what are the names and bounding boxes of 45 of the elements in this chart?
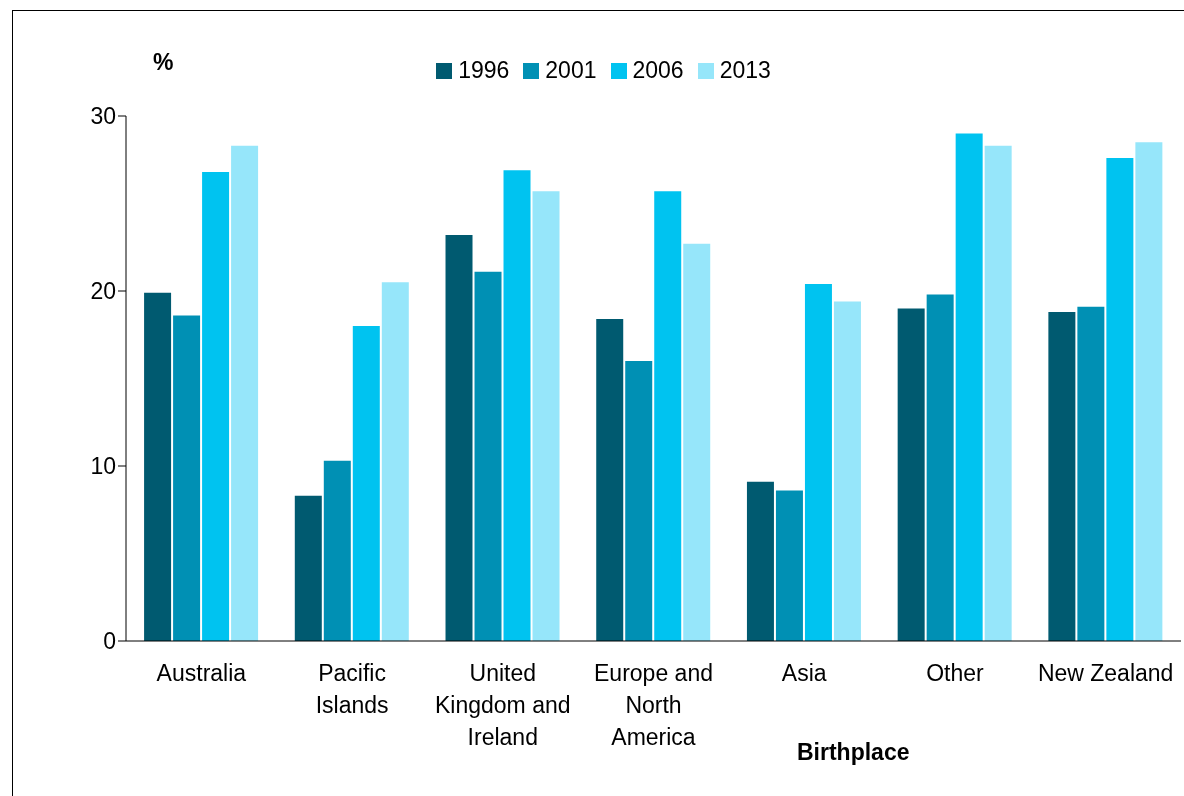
bar [381, 282, 409, 641]
bar [503, 170, 531, 641]
bar [625, 361, 653, 641]
bar [173, 315, 201, 641]
legend-label: 2013 [719, 57, 771, 84]
bar [654, 191, 682, 641]
x-tick-label: Asia [781, 660, 827, 686]
bar [746, 481, 774, 641]
bar [984, 145, 1012, 641]
bar [1135, 142, 1163, 641]
x-axis-title: Birthplace [797, 739, 910, 766]
bar [833, 301, 861, 641]
bar [202, 172, 230, 641]
bar [775, 490, 803, 641]
y-axis-title: % [153, 49, 174, 76]
y-tick-label: 30 [90, 103, 116, 130]
bar [804, 284, 832, 641]
x-tick-label: Europe and North America [594, 660, 713, 750]
y-tick-label: 10 [90, 453, 116, 480]
y-tick-label: 0 [103, 628, 116, 655]
bar [144, 292, 172, 641]
bar [474, 271, 502, 641]
legend-label: 1996 [458, 57, 510, 84]
bar [926, 294, 954, 641]
bar [532, 191, 560, 641]
y-tick-label: 20 [90, 278, 116, 305]
bar [955, 133, 983, 641]
bar [1106, 158, 1134, 641]
bar [294, 495, 322, 641]
x-tick-label: Other [926, 660, 985, 686]
bar [445, 235, 473, 641]
legend-label: 2001 [545, 57, 597, 84]
bar [1077, 306, 1105, 641]
legend-label: 2006 [632, 57, 684, 84]
x-tick-label: Pacific Islands [315, 660, 389, 718]
bar [323, 460, 351, 641]
bar [231, 145, 259, 641]
bar [596, 319, 624, 641]
bar [897, 308, 925, 641]
x-tick-label: New Zealand [1037, 660, 1174, 686]
x-tick-label: Australia [156, 660, 247, 686]
bar [1048, 312, 1076, 641]
bar [683, 243, 711, 641]
bar [352, 326, 380, 641]
x-tick-label: United Kingdom and Ireland [435, 660, 571, 750]
